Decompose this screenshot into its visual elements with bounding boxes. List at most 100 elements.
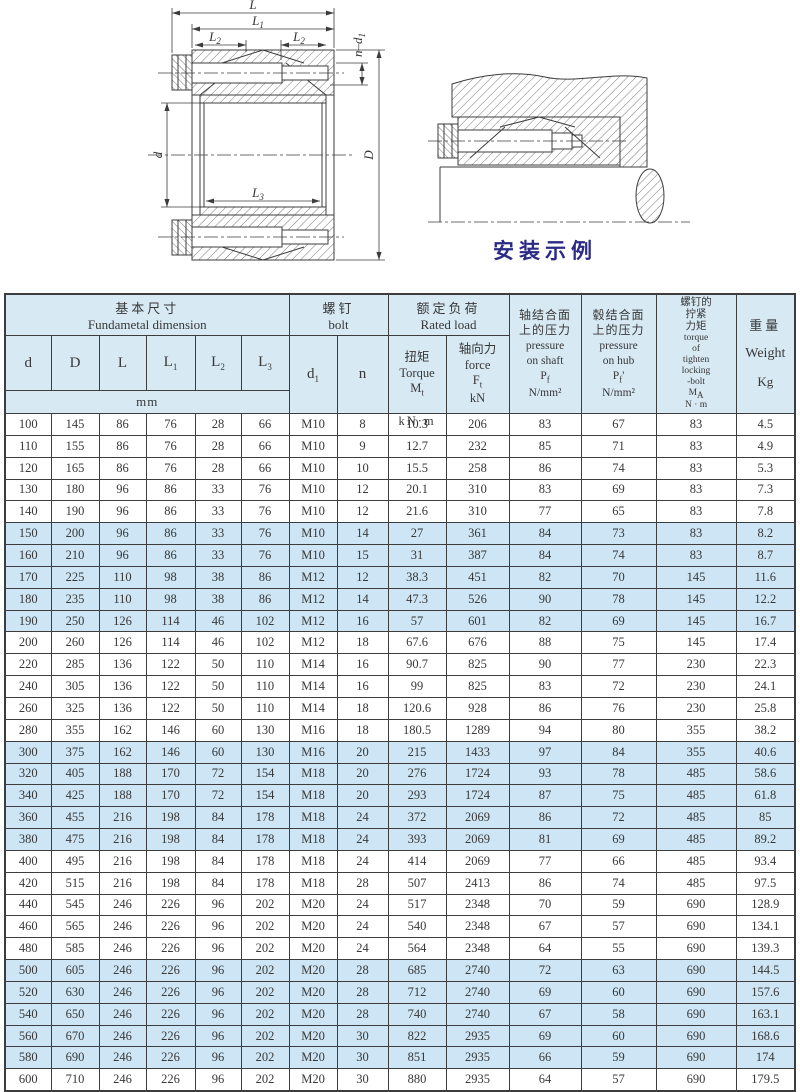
- table-cell: M20: [288, 915, 338, 939]
- table-cell: 70: [508, 893, 582, 917]
- dim-label-L2-right: L2: [292, 29, 305, 46]
- table-cell: 75: [580, 784, 657, 808]
- table-cell: 130: [240, 718, 290, 742]
- table-cell: 57: [580, 1068, 657, 1092]
- table-cell: 15.5: [387, 456, 447, 480]
- table-cell: 24.1: [735, 675, 796, 698]
- table-cell: 179.5: [735, 1068, 796, 1092]
- table-row: 380 475 216 198 84 178 M18 24 393 2069 81 69 485 89.2: [4, 828, 796, 851]
- table-cell: M16: [288, 740, 338, 764]
- table-cell: 5.3: [735, 456, 796, 480]
- table-cell: 825: [445, 675, 510, 698]
- table-cell: 18: [336, 696, 389, 720]
- table-cell: 564: [387, 937, 447, 961]
- table-cell: 145: [655, 565, 737, 589]
- table-cell: 89.2: [735, 828, 796, 851]
- table-cell: 2935: [445, 1046, 510, 1070]
- table-cell: 67: [508, 915, 582, 939]
- table-cell: 86: [508, 806, 582, 830]
- table-cell: 83: [508, 478, 582, 502]
- table-cell: 110: [98, 565, 147, 589]
- table-row: 300 375 162 146 60 130 M16 20 215 1433 97 84 355 40.6: [4, 740, 796, 764]
- table-cell: 202: [240, 959, 290, 982]
- table-cell: 240: [4, 675, 52, 698]
- table-cell: M18: [288, 806, 338, 830]
- table-cell: 86: [145, 522, 196, 546]
- table-cell: 64: [508, 937, 582, 961]
- table-row: 140 190 96 86 33 76 M10 12 21.6 310 77 65 83 7.8: [4, 500, 796, 524]
- dim-label-L3: L3: [251, 185, 264, 202]
- table-cell: 96: [194, 915, 242, 939]
- table-cell: 96: [98, 522, 147, 546]
- fundamental-en: Fundametal dimension: [87, 316, 207, 332]
- table-cell: 1289: [445, 718, 510, 742]
- table-cell: 86: [240, 565, 290, 589]
- table-cell: 30: [336, 1046, 389, 1070]
- table-cell: 235: [50, 587, 100, 611]
- table-cell: 12.2: [735, 587, 796, 611]
- col-header-L: L: [98, 335, 147, 391]
- table-cell: 226: [145, 893, 196, 917]
- table-cell: 74: [580, 871, 657, 895]
- table-cell: 460: [4, 915, 52, 939]
- table-cell: 110: [4, 434, 52, 458]
- table-cell: 110: [240, 675, 290, 698]
- table-cell: 83: [655, 478, 737, 502]
- table-cell: 226: [145, 1046, 196, 1070]
- table-row: 520 630 246 226 96 202 M20 28 712 2740 69 60 690 157.…: [4, 980, 796, 1004]
- table-cell: 66: [508, 1046, 582, 1070]
- table-cell: 90: [508, 587, 582, 611]
- table-cell: 690: [655, 1068, 737, 1092]
- table-cell: 690: [655, 893, 737, 917]
- table-cell: 88: [508, 631, 582, 655]
- table-cell: 580: [4, 1046, 52, 1070]
- table-cell: 216: [98, 806, 147, 830]
- table-row: 600 710 246 226 96 202 M20 30 880 2935 64 57 690 179.…: [4, 1068, 796, 1092]
- table-cell: 360: [4, 806, 52, 830]
- table-cell: 690: [50, 1046, 100, 1070]
- table-cell: 740: [387, 1002, 447, 1026]
- table-cell: 93: [508, 762, 582, 786]
- table-cell: 86: [508, 696, 582, 720]
- rated-zh: 额定负荷: [416, 300, 481, 316]
- table-row: 280 355 162 146 60 130 M16 18 180.5 1289 94 80 355 38…: [4, 718, 796, 742]
- table-cell: 2413: [445, 871, 510, 895]
- table-cell: 86: [98, 413, 147, 436]
- table-cell: 10: [336, 456, 389, 480]
- table-cell: 485: [655, 806, 737, 830]
- col-header-n: n: [336, 335, 389, 414]
- table-cell: 690: [655, 1002, 737, 1026]
- table-cell: 355: [655, 740, 737, 764]
- table-cell: 2069: [445, 806, 510, 830]
- table-cell: 134.1: [735, 915, 796, 939]
- table-cell: 24: [336, 806, 389, 830]
- table-cell: 126: [98, 609, 147, 633]
- table-cell: 526: [445, 587, 510, 611]
- table-cell: 393: [387, 828, 447, 851]
- table-cell: 96: [194, 1024, 242, 1048]
- table-row: 440 545 246 226 96 202 M20 24 517 2348 70 59 690 128.…: [4, 893, 796, 917]
- table-cell: 8.7: [735, 544, 796, 567]
- table-cell: 387: [445, 544, 510, 567]
- table-cell: 83: [655, 434, 737, 458]
- table-cell: 65: [580, 500, 657, 524]
- table-cell: 86: [508, 456, 582, 480]
- table-row: 120 165 86 76 28 66 M10 10 15.5 258 86 74 83 5.3: [4, 456, 796, 480]
- table-cell: 246: [98, 937, 147, 961]
- table-cell: 145: [655, 609, 737, 633]
- table-row: 220 285 136 122 50 110 M14 16 90.7 825 90 77 230 22.3: [4, 653, 796, 677]
- table-row: 240 305 136 122 50 110 M14 16 99 825 83 72 230 24.1: [4, 675, 796, 698]
- table-cell: 110: [240, 653, 290, 677]
- table-cell: 545: [50, 893, 100, 917]
- table-cell: 76: [240, 522, 290, 546]
- table-cell: 69: [580, 828, 657, 851]
- table-cell: 31: [387, 544, 447, 567]
- table-cell: M12: [288, 565, 338, 589]
- table-cell: M12: [288, 587, 338, 611]
- table-cell: 16.7: [735, 609, 796, 633]
- table-row: 160 210 96 86 33 76 M10 15 31 387 84 74 83 8.7: [4, 544, 796, 567]
- table-cell: 15: [336, 544, 389, 567]
- table-cell: M18: [288, 828, 338, 851]
- table-cell: 114: [145, 609, 196, 633]
- table-cell: 76: [240, 478, 290, 502]
